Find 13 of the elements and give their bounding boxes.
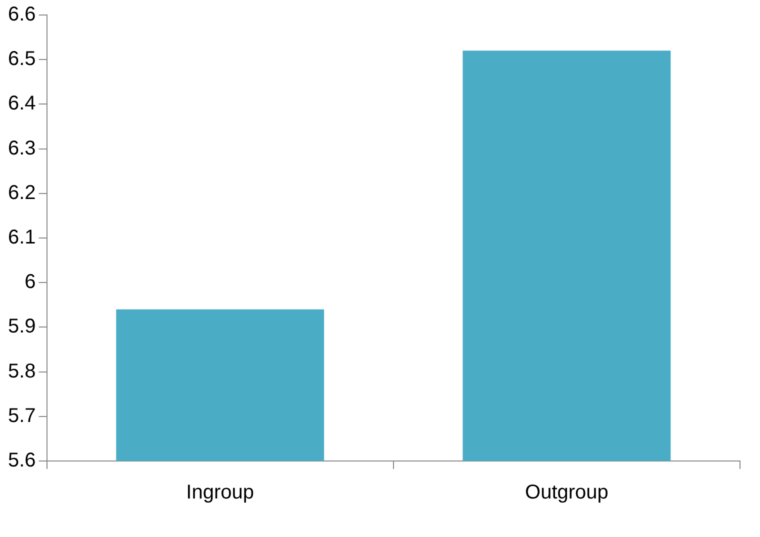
y-tick-label: 6.2 <box>8 182 36 204</box>
y-tick-label: 5.7 <box>8 404 36 427</box>
y-tick-label: 6.3 <box>8 137 36 160</box>
y-tick-label: 5.9 <box>8 316 36 338</box>
x-tick-label: Outgroup <box>525 482 608 504</box>
y-tick-label: 6.6 <box>8 4 36 26</box>
y-tick-label: 5.8 <box>8 360 36 382</box>
y-tick-label: 5.6 <box>8 450 36 472</box>
x-tick-label: Ingroup <box>186 482 254 504</box>
y-tick-label: 6.4 <box>8 92 36 115</box>
y-tick-label: 6 <box>24 271 36 294</box>
y-tick-label: 6.1 <box>8 226 36 249</box>
y-tick-label: 6.5 <box>8 48 36 70</box>
